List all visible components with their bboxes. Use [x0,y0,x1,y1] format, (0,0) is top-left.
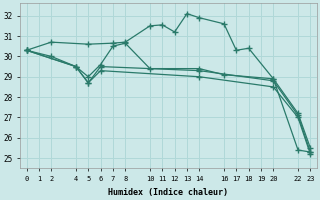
X-axis label: Humidex (Indice chaleur): Humidex (Indice chaleur) [108,188,228,197]
